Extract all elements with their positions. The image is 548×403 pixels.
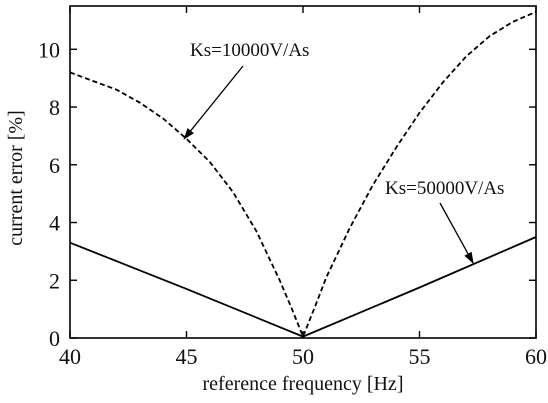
- y-axis-label: current error [%]: [5, 110, 27, 245]
- ticks-layer: 40 45 50 55 60 0 2 4 6 8 10: [38, 6, 547, 369]
- y-tick-label: 6: [49, 153, 60, 178]
- x-tick-label: 45: [176, 344, 198, 369]
- x-tick-label: 50: [292, 344, 314, 369]
- y-tick-label: 0: [49, 326, 60, 351]
- y-tick-label: 8: [49, 95, 60, 120]
- y-tick-label: 10: [38, 37, 60, 62]
- y-tick-label: 2: [49, 268, 60, 293]
- x-tick-label: 60: [525, 344, 547, 369]
- series-annotation-label: Ks=50000V/As: [385, 178, 504, 199]
- annotation-arrow: [439, 202, 474, 264]
- series-annotation-label: Ks=10000V/As: [190, 40, 309, 61]
- annotation-layer: Ks=10000V/As Ks=50000V/As: [183, 40, 504, 264]
- x-tick-label: 55: [409, 344, 431, 369]
- y-tick-label: 4: [49, 211, 60, 236]
- x-axis-label: reference frequency [Hz]: [203, 373, 404, 395]
- annotation-arrow: [183, 65, 244, 140]
- plot-frame: [69, 5, 537, 339]
- x-tick-label: 40: [59, 344, 81, 369]
- series-layer: [69, 10, 537, 340]
- series-line-ks-50000: [69, 236, 537, 338]
